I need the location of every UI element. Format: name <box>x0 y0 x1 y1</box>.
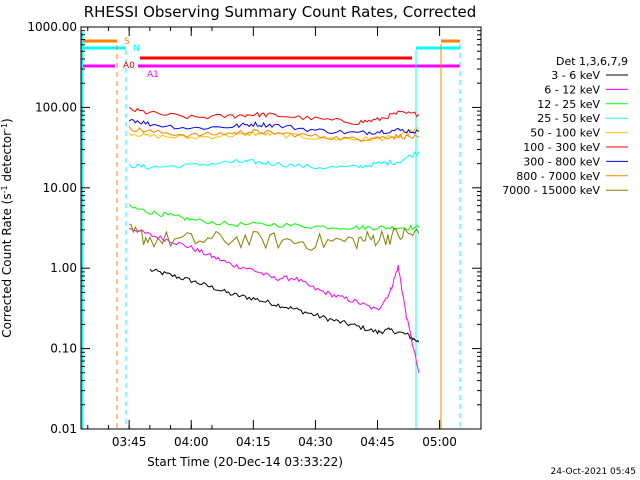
legend-label: 6 - 12 keV <box>544 83 600 96</box>
y-tick-label: 1.00 <box>50 261 77 275</box>
legend-label: 12 - 25 keV <box>537 98 600 111</box>
x-tick-label: 04:45 <box>360 435 395 449</box>
x-tick-label: 04:00 <box>174 435 209 449</box>
night-flag-label: N <box>133 44 140 54</box>
chart-title: RHESSI Observing Summary Count Rates, Co… <box>84 3 477 21</box>
y-axis-label: Corrected Count Rate (s-1 detector-1) <box>0 118 14 337</box>
series-line-2 <box>129 227 420 373</box>
y-tick-label: 0.01 <box>50 422 77 436</box>
y-tick-label: 0.10 <box>50 342 77 356</box>
y-tick-label: 100.00 <box>35 100 77 114</box>
series-line-7 <box>128 118 420 136</box>
series-line-3 <box>128 204 420 231</box>
legend-label: 300 - 800 keV <box>523 155 600 168</box>
a0-flag-label: A0 <box>123 61 135 71</box>
date-stamp: 24-Oct-2021 05:45 <box>551 467 636 477</box>
x-tick-label: 04:30 <box>298 435 333 449</box>
x-tick-label: 04:15 <box>236 435 271 449</box>
a1-flag-label: A1 <box>147 70 159 80</box>
x-tick-label: 05:00 <box>422 435 457 449</box>
legend-label: 800 - 7000 keV <box>516 170 600 183</box>
legend-label: 7000 - 15000 keV <box>502 184 600 197</box>
series-line-9 <box>128 223 420 251</box>
legend-label: 3 - 6 keV <box>551 69 600 82</box>
legend-title: Det 1,3,6,7,9 <box>556 55 628 68</box>
x-axis-label: Start Time (20-Dec-14 03:33:22) <box>147 455 343 469</box>
legend-label: 100 - 300 keV <box>523 141 600 154</box>
series-line-8 <box>128 126 420 142</box>
flag-bars: SN A0 A1 <box>81 32 461 429</box>
saa-flag-label: S <box>124 37 130 47</box>
y-axis: 1000.00 100.00 10.00 1.00 0.10 0.01 <box>27 20 481 436</box>
plot-frame <box>80 26 482 430</box>
series-line-1 <box>149 268 420 343</box>
series-line-4 <box>128 151 420 170</box>
series-layer <box>128 106 420 373</box>
x-axis: 03:45 04:00 04:15 04:30 04:45 05:00 <box>87 27 457 449</box>
y-tick-label: 1000.00 <box>27 20 77 34</box>
y-tick-label: 10.00 <box>43 181 77 195</box>
series-line-6 <box>128 106 420 126</box>
legend-label: 25 - 50 keV <box>537 112 600 125</box>
x-tick-label: 03:45 <box>112 435 147 449</box>
legend-label: 50 - 100 keV <box>530 127 600 140</box>
